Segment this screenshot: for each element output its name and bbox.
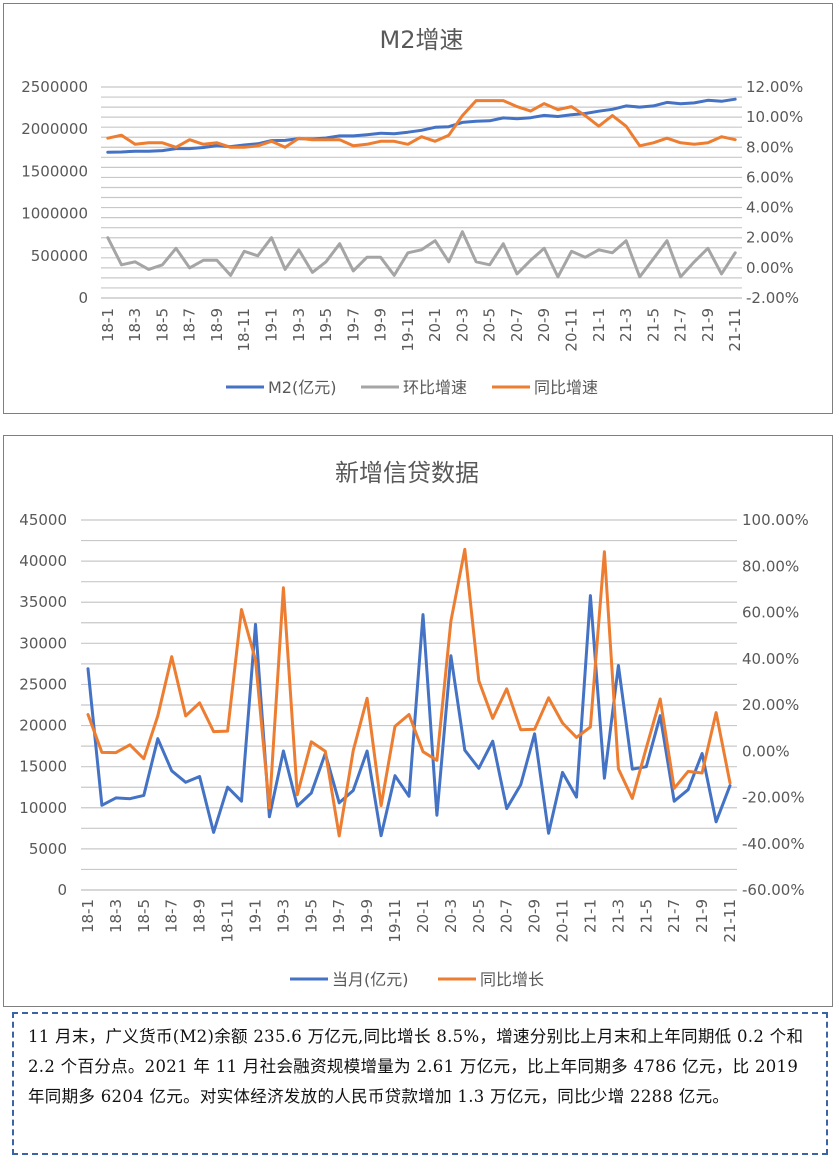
x-axis-tick-label: 21-3 bbox=[617, 308, 635, 342]
x-axis-tick-label: 18-7 bbox=[181, 308, 199, 342]
x-axis-tick-label: 20-7 bbox=[508, 308, 526, 342]
summary-text-box: 11 月末，广义货币(M2)余额 235.6 万亿元,同比增长 8.5%，增速分… bbox=[12, 1012, 828, 1155]
right-axis-tick-label: 6.00% bbox=[746, 168, 794, 186]
right-axis-tick-label: -20.00% bbox=[742, 789, 805, 807]
x-axis-tick-label: 20-11 bbox=[563, 308, 581, 352]
x-axis-tick-label: 21-11 bbox=[726, 308, 744, 352]
right-axis-tick-label: 80.00% bbox=[742, 557, 799, 575]
x-axis-tick-label: 19-1 bbox=[262, 308, 280, 342]
x-axis-tick-label: 18-7 bbox=[163, 899, 181, 933]
left-axis-tick-label: 45000 bbox=[19, 511, 67, 529]
x-axis-tick-label: 20-9 bbox=[526, 899, 544, 933]
x-axis-tick-label: 21-11 bbox=[721, 899, 739, 943]
left-axis-tick-label: 5000 bbox=[29, 840, 67, 858]
x-axis-tick-label: 21-3 bbox=[609, 899, 627, 933]
x-axis-tick-label: 18-11 bbox=[219, 899, 237, 943]
x-axis-tick-label: 21-5 bbox=[637, 899, 655, 933]
x-axis-tick-label: 18-1 bbox=[99, 308, 117, 342]
series-line-1 bbox=[106, 230, 737, 279]
x-axis-tick-label: 18-1 bbox=[79, 899, 97, 933]
left-axis-tick-label: 10000 bbox=[19, 799, 67, 817]
left-axis-tick-label: 2000000 bbox=[21, 120, 88, 138]
left-axis-tick-label: 35000 bbox=[19, 593, 67, 611]
right-axis-tick-label: -60.00% bbox=[742, 881, 805, 899]
x-axis-tick-label: 18-5 bbox=[135, 899, 153, 933]
right-axis-tick-label: -2.00% bbox=[746, 289, 799, 307]
x-axis-tick-label: 21-9 bbox=[699, 308, 717, 342]
x-axis-tick-label: 20-1 bbox=[414, 899, 432, 933]
right-axis-tick-label: 20.00% bbox=[742, 696, 799, 714]
x-axis-tick-label: 19-1 bbox=[246, 899, 264, 933]
x-axis-tick-label: 19-5 bbox=[302, 899, 320, 933]
right-axis-tick-label: 12.00% bbox=[746, 78, 803, 96]
x-axis-tick-label: 20-7 bbox=[498, 899, 516, 933]
x-axis-tick-label: 19-9 bbox=[372, 308, 390, 342]
left-axis-tick-label: 15000 bbox=[19, 758, 67, 776]
x-axis-tick-label: 18-3 bbox=[126, 308, 144, 342]
x-axis-tick-label: 20-11 bbox=[554, 899, 572, 943]
legend-label: 同比增速 bbox=[534, 378, 598, 397]
summary-text: 11 月末，广义货币(M2)余额 235.6 万亿元,同比增长 8.5%，增速分… bbox=[28, 1027, 804, 1106]
right-axis-tick-label: 10.00% bbox=[746, 108, 803, 126]
chart-title: M2增速 bbox=[380, 26, 464, 54]
left-axis-tick-label: 0 bbox=[78, 289, 88, 307]
right-axis-tick-label: 100.00% bbox=[742, 511, 809, 529]
left-axis-tick-label: 20000 bbox=[19, 717, 67, 735]
x-axis-tick-label: 18-11 bbox=[235, 308, 253, 352]
series-line-2 bbox=[106, 99, 737, 149]
series-line-0 bbox=[86, 594, 732, 838]
legend-label: M2(亿元) bbox=[268, 378, 336, 397]
legend-label: 环比增速 bbox=[403, 378, 467, 397]
x-axis-tick-label: 18-3 bbox=[107, 899, 125, 933]
right-axis-tick-label: 4.00% bbox=[746, 199, 794, 217]
new-credit-chart-svg: 新增信贷数据 45000 40000 35000 30000 25000 20000 1500… bbox=[19, 459, 809, 989]
left-axis-tick-label: 30000 bbox=[19, 634, 67, 652]
series-line-1 bbox=[86, 547, 732, 838]
x-axis-tick-label: 21-1 bbox=[590, 308, 608, 342]
series-line-0 bbox=[106, 97, 737, 154]
x-axis-tick-label: 21-7 bbox=[672, 308, 690, 342]
right-axis-tick-label: 40.00% bbox=[742, 650, 799, 668]
m2-growth-chart-svg: M2增速250000020000001500000100000050000001… bbox=[21, 26, 803, 397]
x-axis-tick-label: 19-5 bbox=[317, 308, 335, 342]
x-axis-tick-label: 18-9 bbox=[208, 308, 226, 342]
x-axis-tick-label: 19-11 bbox=[386, 899, 404, 943]
m2-growth-chart: M2增速 2500000 2000000 1500000 1000000 500000 0 1… bbox=[3, 3, 833, 414]
x-axis-tick-label: 19-3 bbox=[274, 899, 292, 933]
x-axis-tick-label: 19-9 bbox=[358, 899, 376, 933]
left-axis-tick-label: 0 bbox=[57, 881, 67, 899]
left-axis-tick-label: 1500000 bbox=[21, 162, 88, 180]
right-axis-tick-label: 8.00% bbox=[746, 138, 794, 156]
x-axis-tick-label: 18-5 bbox=[153, 308, 171, 342]
x-axis-tick-label: 19-7 bbox=[330, 899, 348, 933]
left-axis-tick-label: 2500000 bbox=[21, 78, 88, 96]
x-axis-tick-label: 21-1 bbox=[581, 899, 599, 933]
chart-title: 新增信贷数据 bbox=[335, 459, 479, 487]
legend-label: 当月(亿元) bbox=[332, 970, 409, 989]
right-axis-tick-label: -40.00% bbox=[742, 835, 805, 853]
x-axis-tick-label: 19-11 bbox=[399, 308, 417, 352]
x-axis-tick-label: 20-3 bbox=[453, 308, 471, 342]
x-axis-tick-label: 20-9 bbox=[535, 308, 553, 342]
left-axis-tick-label: 1000000 bbox=[21, 205, 88, 223]
x-axis-tick-label: 21-7 bbox=[665, 899, 683, 933]
x-axis-tick-label: 20-5 bbox=[470, 899, 488, 933]
right-axis-tick-label: 0.00% bbox=[746, 259, 794, 277]
right-axis-tick-label: 60.00% bbox=[742, 604, 799, 622]
x-axis-tick-label: 21-9 bbox=[693, 899, 711, 933]
x-axis-tick-label: 20-5 bbox=[481, 308, 499, 342]
legend-label: 同比增长 bbox=[480, 970, 544, 989]
x-axis-tick-label: 19-7 bbox=[344, 308, 362, 342]
right-axis-tick-label: 0.00% bbox=[742, 742, 790, 760]
x-axis-tick-label: 19-3 bbox=[290, 308, 308, 342]
left-axis-tick-label: 25000 bbox=[19, 675, 67, 693]
right-axis-tick-label: 2.00% bbox=[746, 229, 794, 247]
left-axis-tick-label: 500000 bbox=[31, 247, 88, 265]
new-credit-chart: 新增信贷数据 45000 40000 35000 30000 25000 20000 1500… bbox=[3, 435, 833, 1007]
x-axis-tick-label: 20-3 bbox=[442, 899, 460, 933]
x-axis-tick-label: 18-9 bbox=[191, 899, 209, 933]
x-axis-tick-label: 21-5 bbox=[644, 308, 662, 342]
left-axis-tick-label: 40000 bbox=[19, 552, 67, 570]
x-axis-tick-label: 20-1 bbox=[426, 308, 444, 342]
